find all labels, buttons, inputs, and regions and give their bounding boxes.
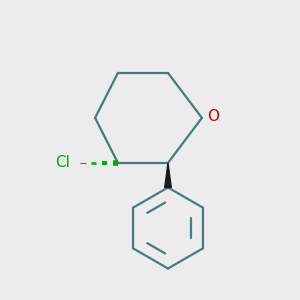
Text: Cl: Cl [55,155,70,170]
Text: O: O [207,109,219,124]
Polygon shape [165,163,171,188]
